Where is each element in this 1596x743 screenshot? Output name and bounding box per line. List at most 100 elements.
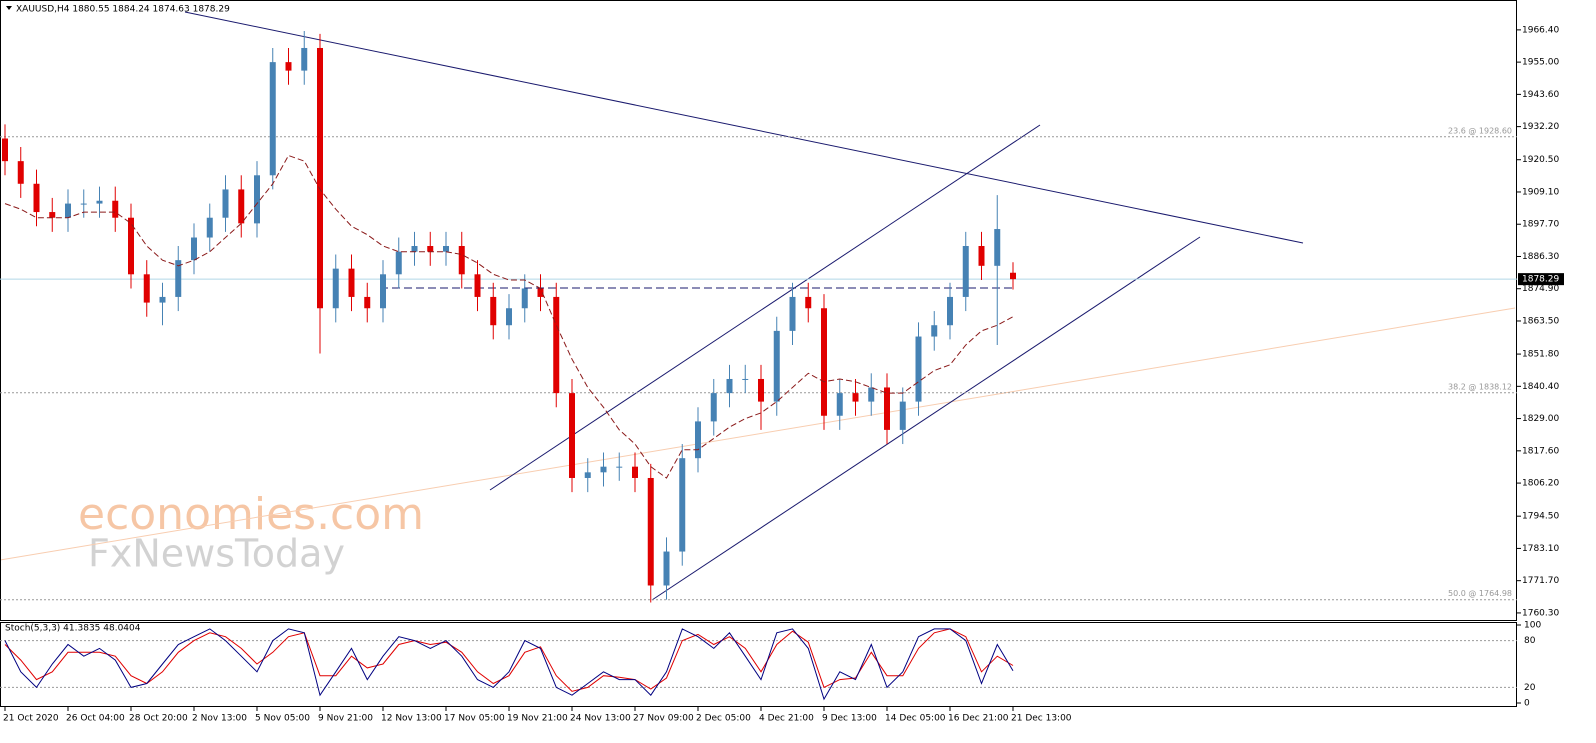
channel-line [489, 124, 1041, 491]
candle-body [663, 551, 670, 586]
current-price-box [1518, 273, 1564, 286]
candle-body [254, 175, 260, 224]
stoch-signal [4, 628, 1014, 692]
x-tick-label: 17 Nov 05:00 [444, 714, 505, 724]
candle-body [301, 47, 308, 71]
candle-body [899, 401, 906, 430]
candle-body [569, 393, 575, 478]
candle-body [2, 138, 8, 162]
candle-body [490, 296, 497, 326]
candle-body [506, 308, 512, 326]
stoch-tick-label: 20 [1524, 683, 1536, 693]
candle-body [348, 268, 355, 297]
candle-body [852, 393, 859, 402]
current-price-label: 1878.29 [1522, 275, 1559, 285]
stoch-tick-label: 100 [1524, 621, 1541, 631]
y-tick-label: 1874.90 [1522, 284, 1559, 294]
price-panel [0, 0, 1517, 621]
candle-body [695, 421, 701, 459]
y-tick-label: 1840.40 [1522, 382, 1559, 392]
y-tick-label: 1909.10 [1522, 187, 1559, 197]
y-tick-label: 1817.60 [1522, 446, 1559, 456]
y-tick-label: 1794.50 [1522, 512, 1559, 522]
y-tick-label: 1760.30 [1522, 608, 1559, 618]
candle-body [773, 330, 780, 402]
candle-body [395, 251, 402, 275]
candle-body [269, 62, 276, 176]
stoch-main [4, 628, 1014, 701]
x-tick-label: 26 Oct 04:00 [66, 714, 125, 724]
x-tick-label: 2 Dec 05:00 [696, 714, 751, 724]
moving-average [4, 154, 1014, 479]
y-tick-label: 1897.70 [1522, 220, 1559, 230]
y-tick-label: 1851.80 [1522, 350, 1559, 360]
candle-body [821, 308, 827, 416]
candle-body [458, 246, 465, 275]
menu-arrow [6, 6, 12, 10]
candle-body [584, 472, 591, 478]
candle-body [868, 387, 875, 402]
candle-body [978, 246, 985, 266]
candle-body [33, 183, 40, 213]
candle-body [710, 393, 717, 422]
candle-body [647, 477, 654, 586]
candle-body [836, 393, 843, 416]
x-tick-label: 2 Nov 13:00 [192, 714, 247, 724]
fib-label: 38.2 @ 1838.12 [1448, 382, 1512, 391]
fib-label: 23.6 @ 1928.60 [1448, 126, 1512, 135]
candle-body [332, 268, 339, 309]
candle-body [521, 288, 528, 309]
y-tick-label: 1863.50 [1522, 316, 1559, 326]
channel-line [651, 236, 1201, 601]
x-tick-label: 14 Dec 05:00 [885, 714, 946, 724]
candle-body [947, 296, 953, 326]
candle-body [238, 189, 245, 224]
candle-body [112, 200, 119, 218]
y-tick-label: 1829.00 [1522, 414, 1559, 424]
candle-body [411, 246, 418, 252]
candle-body [317, 47, 323, 309]
x-tick-label: 16 Dec 21:00 [948, 714, 1009, 724]
x-tick-label: 19 Nov 21:00 [507, 714, 568, 724]
stoch-title: Stoch(5,3,3) 41.3835 48.0404 [5, 624, 141, 634]
candle-body [474, 274, 481, 297]
x-tick-label: 5 Nov 05:00 [255, 714, 310, 724]
stoch-panel [0, 622, 1517, 707]
candle-body [206, 217, 213, 238]
candle-body [931, 325, 938, 337]
x-tick-label: 9 Nov 21:00 [318, 714, 373, 724]
candle-body [915, 336, 922, 402]
candle-body [962, 246, 969, 297]
candle-body [443, 246, 449, 252]
candle-body [159, 296, 166, 303]
candle-body [191, 237, 197, 261]
x-tick-label: 12 Nov 13:00 [381, 714, 442, 724]
candle-body [632, 466, 638, 478]
candle-body [884, 387, 890, 430]
y-tick-label: 1771.70 [1522, 576, 1559, 586]
candle-body [380, 274, 386, 309]
candle-body [789, 296, 796, 331]
y-tick-label: 1886.30 [1522, 252, 1559, 262]
x-tick-label: 21 Oct 2020 [3, 714, 59, 724]
x-tick-label: 24 Nov 13:00 [570, 714, 631, 724]
candle-body [600, 466, 607, 473]
candle-body [742, 378, 749, 380]
candle-body [616, 466, 623, 468]
candle-body [80, 203, 87, 205]
candle-body [805, 296, 812, 309]
candle-body [49, 212, 56, 218]
y-tick-label: 1932.20 [1522, 122, 1559, 132]
candle-body [758, 378, 764, 402]
candle-body [65, 203, 71, 218]
candle-body [128, 217, 134, 275]
candle-body [96, 200, 103, 204]
watermark: FxNewsToday [88, 532, 345, 576]
stoch-tick-label: 0 [1524, 699, 1530, 709]
candle-body [364, 296, 371, 309]
candle-body [679, 458, 686, 552]
candle-body [222, 189, 229, 218]
trend-line [184, 11, 1304, 244]
